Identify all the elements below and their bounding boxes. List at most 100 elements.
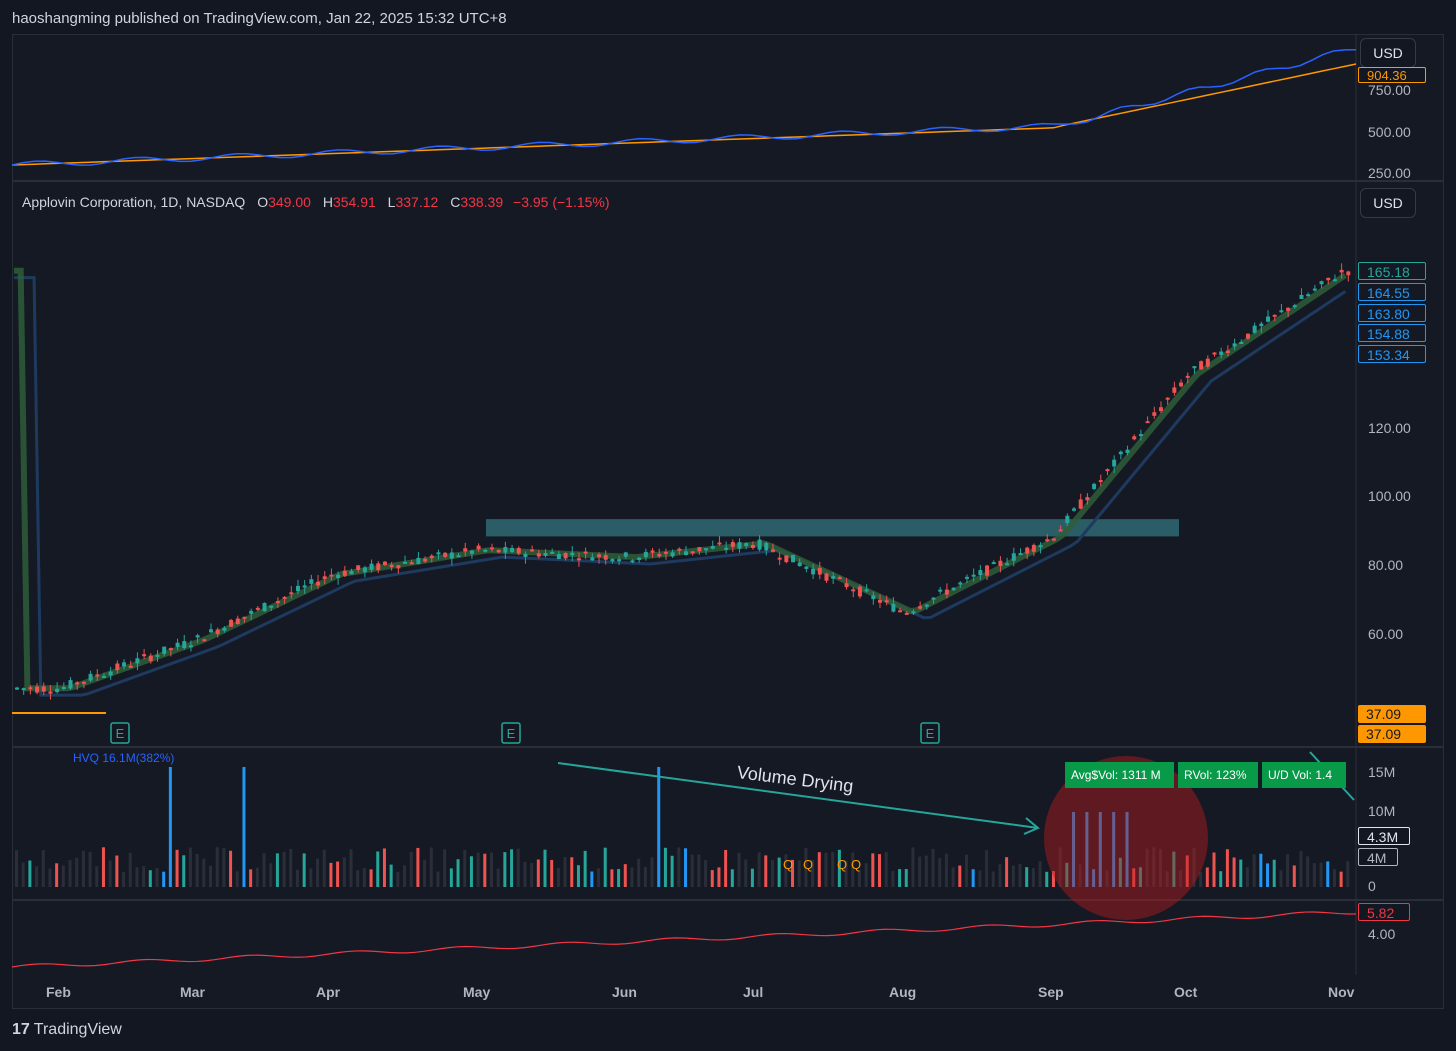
candle-body: [837, 577, 842, 580]
candle-body: [255, 607, 260, 610]
volume-bar: [637, 858, 641, 887]
volume-bar: [503, 852, 507, 887]
candle-body: [61, 687, 66, 690]
volume-bar: [1252, 854, 1256, 887]
candle-body: [108, 671, 113, 676]
candle-body: [657, 554, 662, 557]
volume-bar: [142, 866, 146, 887]
candle-body: [456, 555, 461, 558]
top-axis-750: 750.00: [1368, 82, 1411, 98]
volume-bar: [1245, 867, 1249, 887]
candle-body: [811, 568, 816, 575]
candle-body: [603, 555, 608, 560]
volume-bar: [737, 852, 741, 887]
candle-body: [1252, 325, 1257, 333]
high-value: 354.91: [332, 194, 376, 210]
volume-bar: [329, 862, 333, 887]
candle-body: [824, 573, 829, 581]
candle-body: [48, 691, 53, 694]
candle-body: [1058, 529, 1063, 532]
candle-body: [1179, 382, 1184, 387]
volume-bar: [851, 852, 855, 887]
candle-body: [844, 583, 849, 588]
candle-body: [1098, 480, 1103, 483]
publish-header: haoshangming published on TradingView.co…: [0, 0, 1456, 34]
volume-bar: [456, 859, 460, 887]
candle-body: [1319, 281, 1324, 285]
volume-bar: [463, 849, 467, 887]
candle-body: [182, 641, 187, 649]
candle-body: [637, 557, 642, 560]
volume-bar: [182, 855, 186, 887]
candle-body: [530, 549, 535, 552]
candle-body: [1045, 539, 1050, 542]
candle-body: [978, 570, 983, 575]
volume-bar: [971, 869, 975, 887]
volume-bar: [1266, 863, 1270, 887]
volume-bar: [1038, 861, 1042, 887]
volume-bar: [128, 852, 132, 887]
candle-body: [690, 551, 695, 554]
main-axis-60: 60.00: [1368, 626, 1404, 642]
candle-body: [175, 642, 180, 647]
volume-bar: [496, 868, 500, 887]
volume-bar: [342, 857, 346, 887]
volume-bar: [403, 865, 407, 887]
candle-body: [229, 619, 234, 627]
candle-body: [670, 552, 675, 557]
candle-body: [1346, 271, 1351, 276]
q-marker-4: Q: [851, 857, 861, 872]
top-ma-tag: 904.36: [1358, 67, 1426, 83]
candle-body: [697, 547, 702, 552]
volume-bar: [48, 868, 52, 887]
candle-body: [597, 554, 602, 558]
high-label: H: [322, 194, 333, 210]
volume-bar: [884, 852, 888, 887]
volume-bar: [510, 849, 514, 887]
candle-body: [403, 561, 408, 564]
volume-trend-arrowhead: [1023, 817, 1040, 835]
volume-bar: [336, 861, 340, 887]
candle-body: [556, 554, 561, 560]
volume-bar: [15, 850, 18, 887]
ma-tag-5: 153.34: [1358, 345, 1426, 363]
candle-body: [1118, 451, 1123, 455]
candle-body: [764, 542, 769, 551]
volume-bar: [115, 855, 119, 887]
volume-bar: [1286, 854, 1290, 887]
volume-bar: [35, 866, 39, 887]
volume-bar: [563, 857, 567, 887]
currency-button-main[interactable]: USD: [1360, 188, 1416, 218]
volume-bar: [1031, 868, 1035, 887]
volume-bar: [717, 867, 721, 887]
candle-body: [1306, 294, 1311, 297]
volume-bar: [1332, 869, 1336, 887]
candle-body: [650, 550, 655, 553]
candle-body: [931, 597, 936, 600]
candle-body: [891, 603, 896, 612]
volume-bar: [1138, 867, 1142, 887]
volume-bar: [1125, 812, 1129, 887]
volume-bar: [1078, 864, 1082, 887]
candle-body: [503, 547, 508, 553]
volume-bar: [911, 847, 915, 887]
candle-body: [202, 639, 207, 642]
candle-body: [730, 542, 735, 547]
candle-body: [1312, 288, 1317, 291]
candle-body: [369, 563, 374, 570]
candle-body: [958, 582, 963, 585]
candle-body: [1145, 421, 1150, 424]
candle-body: [135, 658, 140, 664]
volume-bar: [255, 867, 259, 887]
volume-bar: [449, 868, 453, 887]
currency-button-top[interactable]: USD: [1360, 38, 1416, 68]
q-marker-3: Q: [837, 857, 847, 872]
tradingview-logo[interactable]: 17 TradingView: [12, 1021, 122, 1039]
volume-bar: [991, 871, 995, 887]
candle-body: [1065, 515, 1070, 524]
candle-body: [95, 674, 100, 677]
candle-body: [1245, 333, 1250, 339]
ma-tag-4: 154.88: [1358, 324, 1426, 342]
vol-axis-0: 0: [1368, 878, 1376, 894]
